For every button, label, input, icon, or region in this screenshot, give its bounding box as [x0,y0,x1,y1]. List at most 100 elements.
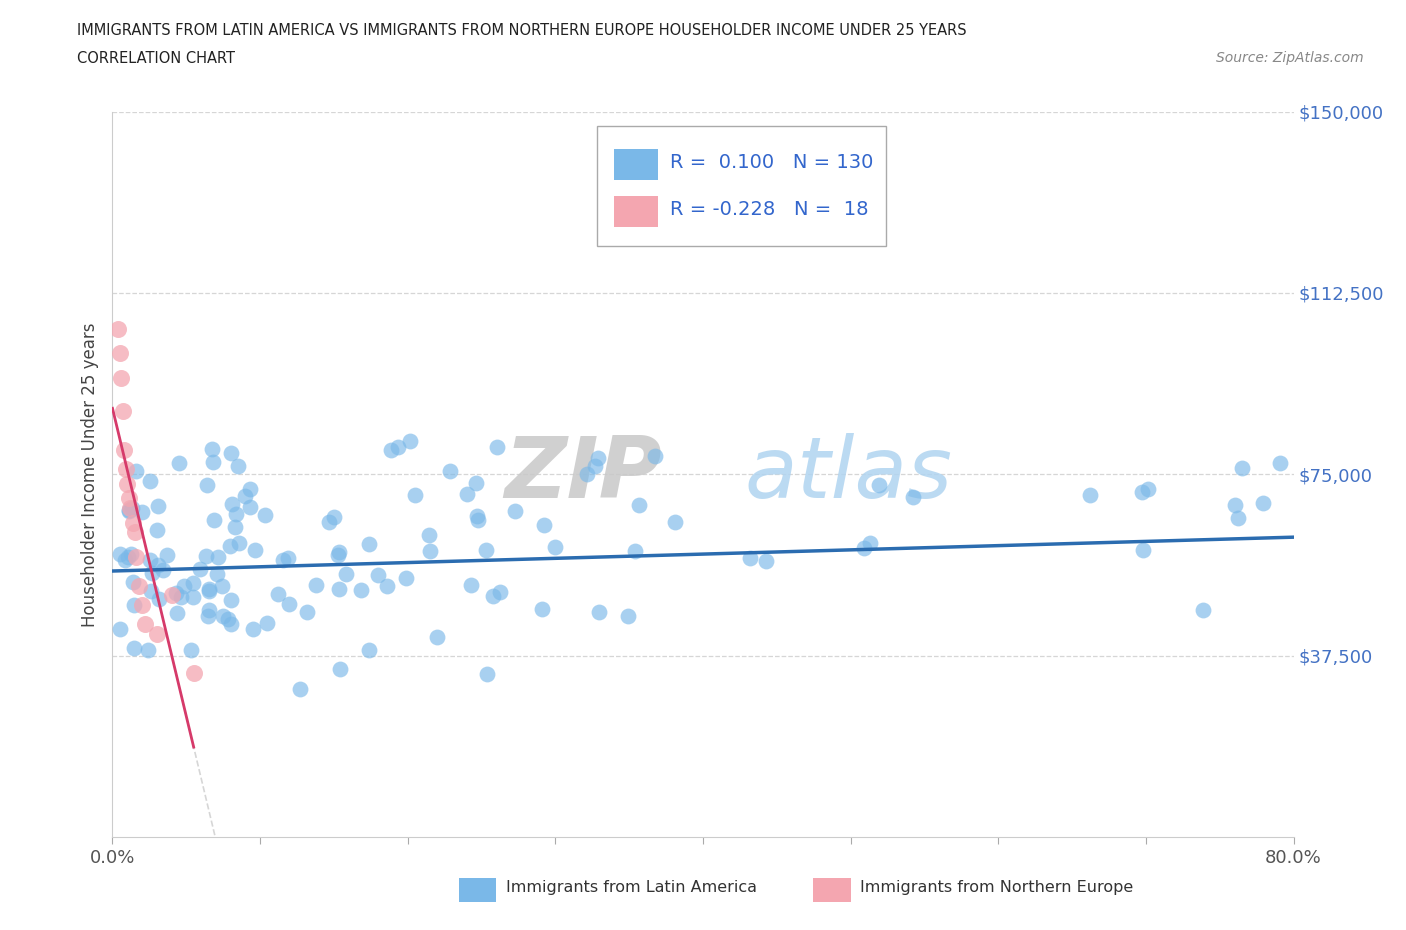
Point [114,552,136,567]
Point [1251,496,1274,511]
Point [482,589,505,604]
Point [128,578,150,593]
Point [295,604,318,619]
Point [859,536,882,551]
Point [375,578,398,593]
Point [160,588,183,603]
Point [224,520,246,535]
Point [117,550,139,565]
Point [134,617,156,631]
Point [271,552,294,567]
Point [108,346,131,361]
Point [156,548,179,563]
FancyBboxPatch shape [614,196,658,227]
Point [901,490,924,505]
Point [588,604,610,619]
Point [183,665,205,680]
Point [1078,487,1101,502]
Point [131,504,153,519]
Point [467,508,489,523]
Point [278,597,301,612]
Point [335,566,357,581]
Point [1130,485,1153,499]
Point [1227,511,1250,525]
Point [146,498,169,513]
Point [644,448,666,463]
Point [395,571,418,586]
FancyBboxPatch shape [614,150,658,179]
Point [198,582,221,597]
Point [139,473,162,488]
Point [755,554,778,569]
Point [120,500,142,515]
Point [544,539,567,554]
Point [533,518,555,533]
FancyBboxPatch shape [596,126,886,246]
Point [485,440,508,455]
Point [1132,543,1154,558]
Point [290,681,312,696]
Point [464,476,486,491]
Point [305,578,328,592]
Point [357,643,380,658]
Point [111,404,134,418]
Point [221,445,243,460]
Point [740,551,762,565]
Point [198,584,221,599]
Point [1223,498,1246,512]
Point [108,622,131,637]
Point [475,667,498,682]
Point [211,579,233,594]
Point [359,537,381,551]
Point [350,583,373,598]
Point [387,440,409,455]
Point [136,643,159,658]
Point [122,575,145,590]
Point [131,597,153,612]
Point [1136,482,1159,497]
Point [503,503,526,518]
Point [146,558,169,573]
Point [616,608,638,623]
Point [166,605,188,620]
Point [277,551,299,565]
Point [152,562,174,577]
Point [1232,460,1254,475]
Point [239,499,262,514]
Point [242,622,264,637]
Point [243,542,266,557]
Point [139,583,162,598]
Point [254,508,277,523]
Point [117,476,138,491]
Point [1192,603,1215,618]
Point [219,617,242,631]
Text: R =  0.100   N = 130: R = 0.100 N = 130 [669,153,873,172]
Text: atlas: atlas [744,432,952,516]
Text: Source: ZipAtlas.com: Source: ZipAtlas.com [1216,51,1364,65]
Point [531,602,554,617]
Point [118,502,141,517]
Point [165,586,187,601]
Point [318,515,340,530]
Point [122,598,145,613]
Point [329,661,352,676]
Point [267,586,290,601]
Point [118,491,141,506]
Point [221,497,243,512]
Point [122,515,145,530]
Point [145,523,167,538]
Point [112,443,135,458]
Point [467,512,489,527]
Point [124,525,146,539]
Point [114,462,136,477]
Point [583,458,606,473]
Point [398,433,420,448]
FancyBboxPatch shape [813,878,851,902]
Point [226,458,249,473]
Text: Immigrants from Northern Europe: Immigrants from Northern Europe [860,881,1133,896]
Text: ZIP: ZIP [503,432,662,516]
Text: IMMIGRANTS FROM LATIN AMERICA VS IMMIGRANTS FROM NORTHERN EUROPE HOUSEHOLDER INC: IMMIGRANTS FROM LATIN AMERICA VS IMMIGRA… [77,23,967,38]
Point [211,608,233,623]
Point [328,581,350,596]
Point [367,567,389,582]
